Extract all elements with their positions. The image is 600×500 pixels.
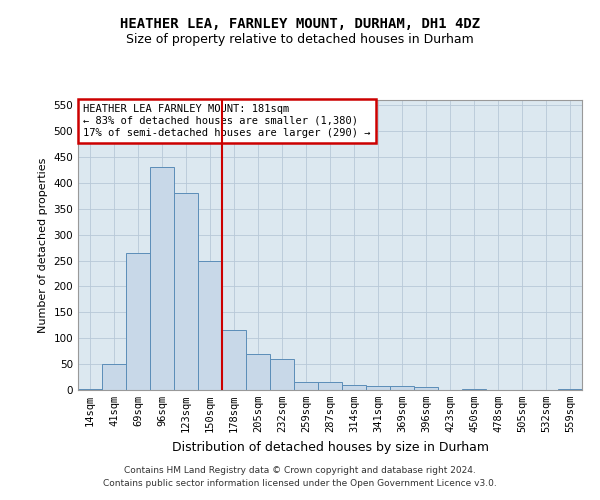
- Bar: [558, 389, 582, 390]
- Bar: [78, 389, 102, 390]
- Text: HEATHER LEA FARNLEY MOUNT: 181sqm
← 83% of detached houses are smaller (1,380)
1: HEATHER LEA FARNLEY MOUNT: 181sqm ← 83% …: [83, 104, 371, 138]
- Bar: [222, 330, 246, 390]
- Bar: [390, 386, 414, 390]
- X-axis label: Distribution of detached houses by size in Durham: Distribution of detached houses by size …: [172, 440, 488, 454]
- Text: HEATHER LEA, FARNLEY MOUNT, DURHAM, DH1 4DZ: HEATHER LEA, FARNLEY MOUNT, DURHAM, DH1 …: [120, 18, 480, 32]
- Bar: [366, 386, 390, 390]
- Bar: [342, 385, 366, 390]
- Text: Size of property relative to detached houses in Durham: Size of property relative to detached ho…: [126, 32, 474, 46]
- Bar: [126, 253, 150, 390]
- Bar: [462, 389, 486, 390]
- Y-axis label: Number of detached properties: Number of detached properties: [38, 158, 48, 332]
- Bar: [270, 359, 294, 390]
- Bar: [174, 193, 198, 390]
- Bar: [414, 388, 438, 390]
- Bar: [102, 364, 126, 390]
- Bar: [150, 168, 174, 390]
- Bar: [294, 382, 318, 390]
- Bar: [318, 382, 342, 390]
- Bar: [198, 260, 222, 390]
- Text: Contains HM Land Registry data © Crown copyright and database right 2024.
Contai: Contains HM Land Registry data © Crown c…: [103, 466, 497, 487]
- Bar: [246, 354, 270, 390]
